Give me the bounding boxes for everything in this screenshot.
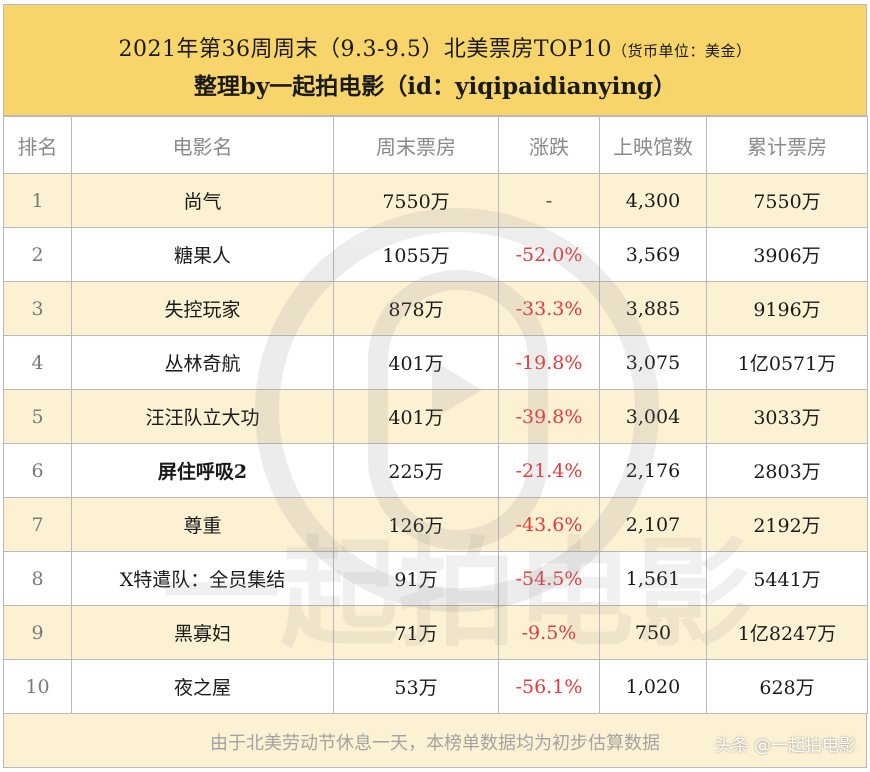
change-cell: -21.4% bbox=[498, 443, 600, 498]
table-row: 8 X特遣队：全员集结 91万 -54.5% 1,561 5441万 bbox=[3, 551, 868, 606]
rank-cell: 1 bbox=[3, 173, 72, 228]
movie-title-cell: 黑寡妇 bbox=[71, 605, 334, 660]
currency-unit-note: （货币单位：美金） bbox=[611, 42, 752, 60]
table-row: 7 尊重 126万 -43.6% 2,107 2192万 bbox=[3, 497, 868, 552]
header-theaters: 上映馆数 bbox=[599, 116, 707, 174]
page-title: 2021年第36周周末（9.3-9.5）北美票房TOP10（货币单位：美金） bbox=[4, 31, 866, 63]
change-cell: -19.8% bbox=[498, 335, 600, 390]
platform-credit: 头条 @一起拍电影 bbox=[714, 736, 856, 756]
movie-title-cell: 糖果人 bbox=[71, 227, 334, 282]
change-cell: -33.3% bbox=[498, 281, 600, 336]
table-row: 5 汪汪队立大功 401万 -39.8% 3,004 3033万 bbox=[3, 389, 868, 444]
weekend-gross-cell: 878万 bbox=[333, 281, 499, 336]
theaters-cell: 2,107 bbox=[599, 497, 707, 552]
table-row: 3 失控玩家 878万 -33.3% 3,885 9196万 bbox=[3, 281, 868, 336]
weekend-gross-cell: 71万 bbox=[333, 605, 499, 660]
theaters-cell: 3,004 bbox=[599, 389, 707, 444]
rank-cell: 4 bbox=[3, 335, 72, 390]
footer-note: 由于北美劳动节休息一天，本榜单数据均为初步估算数据 bbox=[210, 733, 660, 754]
movie-title-cell: 夜之屋 bbox=[71, 659, 334, 714]
movie-title-cell: 汪汪队立大功 bbox=[71, 389, 334, 444]
rank-cell: 10 bbox=[3, 659, 72, 714]
box-office-table: 排名 电影名 周末票房 涨跌 上映馆数 累计票房 1 尚气 7550万 - 4,… bbox=[3, 116, 868, 714]
change-cell: - bbox=[498, 173, 600, 228]
total-gross-cell: 3906万 bbox=[706, 227, 868, 282]
movie-title-cell: 失控玩家 bbox=[71, 281, 334, 336]
table-row: 10 夜之屋 53万 -56.1% 1,020 628万 bbox=[3, 659, 868, 714]
movie-title-cell: 尚气 bbox=[71, 173, 334, 228]
theaters-cell: 750 bbox=[599, 605, 707, 660]
theaters-cell: 3,569 bbox=[599, 227, 707, 282]
movie-title-cell: 尊重 bbox=[71, 497, 334, 552]
rank-cell: 7 bbox=[3, 497, 72, 552]
weekend-gross-cell: 126万 bbox=[333, 497, 499, 552]
rank-cell: 8 bbox=[3, 551, 72, 606]
weekend-gross-cell: 225万 bbox=[333, 443, 499, 498]
theaters-cell: 2,176 bbox=[599, 443, 707, 498]
title-text: 2021年第36周周末（9.3-9.5）北美票房TOP10 bbox=[118, 37, 612, 62]
change-cell: -52.0% bbox=[498, 227, 600, 282]
header-rank: 排名 bbox=[3, 116, 72, 174]
total-gross-cell: 5441万 bbox=[706, 551, 868, 606]
rank-cell: 5 bbox=[3, 389, 72, 444]
table-row: 6 屏住呼吸2 225万 -21.4% 2,176 2803万 bbox=[3, 443, 868, 498]
box-office-sheet: 2021年第36周周末（9.3-9.5）北美票房TOP10（货币单位：美金） 整… bbox=[3, 4, 868, 768]
change-cell: -9.5% bbox=[498, 605, 600, 660]
header-change: 涨跌 bbox=[498, 116, 600, 174]
total-gross-cell: 2192万 bbox=[706, 497, 868, 552]
theaters-cell: 3,075 bbox=[599, 335, 707, 390]
change-cell: -54.5% bbox=[498, 551, 600, 606]
weekend-gross-cell: 401万 bbox=[333, 335, 499, 390]
header-total-gross: 累计票房 bbox=[706, 116, 868, 174]
compiler-credit: 整理by一起拍电影（id：yiqipaidianying） bbox=[193, 73, 677, 100]
total-gross-cell: 3033万 bbox=[706, 389, 868, 444]
title-banner: 2021年第36周周末（9.3-9.5）北美票房TOP10（货币单位：美金） 整… bbox=[3, 4, 867, 116]
footer-bar: 由于北美劳动节休息一天，本榜单数据均为初步估算数据 头条 @一起拍电影 bbox=[3, 714, 867, 768]
table-row: 4 丛林奇航 401万 -19.8% 3,075 1亿0571万 bbox=[3, 335, 868, 390]
rank-cell: 2 bbox=[3, 227, 72, 282]
header-title: 电影名 bbox=[71, 116, 334, 174]
change-cell: -39.8% bbox=[498, 389, 600, 444]
total-gross-cell: 9196万 bbox=[706, 281, 868, 336]
weekend-gross-cell: 91万 bbox=[333, 551, 499, 606]
movie-title-cell: 丛林奇航 bbox=[71, 335, 334, 390]
total-gross-cell: 7550万 bbox=[706, 173, 868, 228]
theaters-cell: 1,561 bbox=[599, 551, 707, 606]
table-header-row: 排名 电影名 周末票房 涨跌 上映馆数 累计票房 bbox=[3, 116, 868, 174]
theaters-cell: 3,885 bbox=[599, 281, 707, 336]
theaters-cell: 4,300 bbox=[599, 173, 707, 228]
table-row: 2 糖果人 1055万 -52.0% 3,569 3906万 bbox=[3, 227, 868, 282]
theaters-cell: 1,020 bbox=[599, 659, 707, 714]
change-cell: -43.6% bbox=[498, 497, 600, 552]
total-gross-cell: 628万 bbox=[706, 659, 868, 714]
weekend-gross-cell: 1055万 bbox=[333, 227, 499, 282]
table-row: 9 黑寡妇 71万 -9.5% 750 1亿8247万 bbox=[3, 605, 868, 660]
table-row: 1 尚气 7550万 - 4,300 7550万 bbox=[3, 173, 868, 228]
weekend-gross-cell: 53万 bbox=[333, 659, 499, 714]
total-gross-cell: 1亿8247万 bbox=[706, 605, 868, 660]
rank-cell: 3 bbox=[3, 281, 72, 336]
weekend-gross-cell: 401万 bbox=[333, 389, 499, 444]
rank-cell: 9 bbox=[3, 605, 72, 660]
movie-title-cell: X特遣队：全员集结 bbox=[71, 551, 334, 606]
header-weekend-gross: 周末票房 bbox=[333, 116, 499, 174]
rank-cell: 6 bbox=[3, 443, 72, 498]
movie-title-cell: 屏住呼吸2 bbox=[71, 443, 334, 498]
weekend-gross-cell: 7550万 bbox=[333, 173, 499, 228]
total-gross-cell: 2803万 bbox=[706, 443, 868, 498]
change-cell: -56.1% bbox=[498, 659, 600, 714]
total-gross-cell: 1亿0571万 bbox=[706, 335, 868, 390]
